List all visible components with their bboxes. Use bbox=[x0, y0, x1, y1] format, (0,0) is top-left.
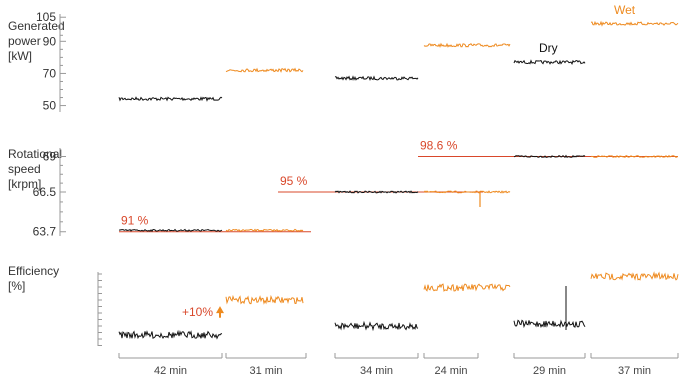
power-dry-trace bbox=[334, 75, 419, 81]
power-wet-trace bbox=[423, 42, 511, 48]
power-axis-label: Generated power [kW] bbox=[8, 19, 65, 63]
efficiency-wet-trace bbox=[590, 271, 679, 281]
speed-ratio-label: 91 % bbox=[121, 214, 149, 228]
power-tick-label: 90 bbox=[43, 34, 57, 48]
power-tick-label: 50 bbox=[43, 99, 57, 113]
gain-arrowhead bbox=[216, 306, 224, 314]
speed-tick-label: 69 bbox=[43, 150, 57, 164]
power-dry-trace bbox=[118, 96, 223, 102]
power-dry-trace bbox=[513, 59, 586, 65]
efficiency-axis-label: Efficiency [%] bbox=[8, 264, 59, 293]
power-tick-label: 70 bbox=[43, 66, 57, 80]
speed-dry-trace bbox=[334, 190, 419, 194]
duration-label: 37 min bbox=[618, 365, 651, 377]
speed-ratio-label: 98.6 % bbox=[420, 139, 458, 153]
power-tick-label: 105 bbox=[36, 10, 56, 24]
efficiency-wet-trace bbox=[225, 294, 304, 305]
duration-label: 42 min bbox=[154, 365, 187, 377]
efficiency-dry-trace bbox=[118, 329, 223, 340]
efficiency-wet-trace bbox=[423, 283, 511, 292]
legend-dry: Dry bbox=[539, 41, 558, 55]
speed-tick-label: 63.7 bbox=[33, 225, 57, 239]
legend-wet: Wet bbox=[614, 3, 636, 17]
power-wet-trace bbox=[225, 67, 304, 73]
speed-axis-label: Rotational speed [krpm] bbox=[8, 147, 62, 191]
speed-dry-trace bbox=[118, 228, 223, 233]
speed-tick-label: 66.5 bbox=[33, 185, 57, 199]
speed-wet-trace bbox=[423, 190, 511, 194]
speed-dry-trace bbox=[513, 154, 586, 158]
duration-label: 31 min bbox=[249, 365, 282, 377]
efficiency-dry-trace bbox=[334, 320, 419, 332]
power-wet-trace bbox=[590, 20, 679, 27]
plot-area: 50 70 90 105 63.7 66.5 69 91 % 95 % 98.6 % +10% 42 … bbox=[33, 10, 679, 377]
speed-wet-trace bbox=[225, 228, 304, 233]
speed-ratio-label: 95 % bbox=[280, 174, 308, 188]
efficiency-dry-trace bbox=[513, 319, 586, 329]
duration-label: 34 min bbox=[360, 365, 393, 377]
gain-label: +10% bbox=[182, 305, 213, 319]
duration-label: 29 min bbox=[533, 365, 566, 377]
speed-wet-trace bbox=[590, 154, 679, 159]
duration-label: 24 min bbox=[434, 365, 467, 377]
